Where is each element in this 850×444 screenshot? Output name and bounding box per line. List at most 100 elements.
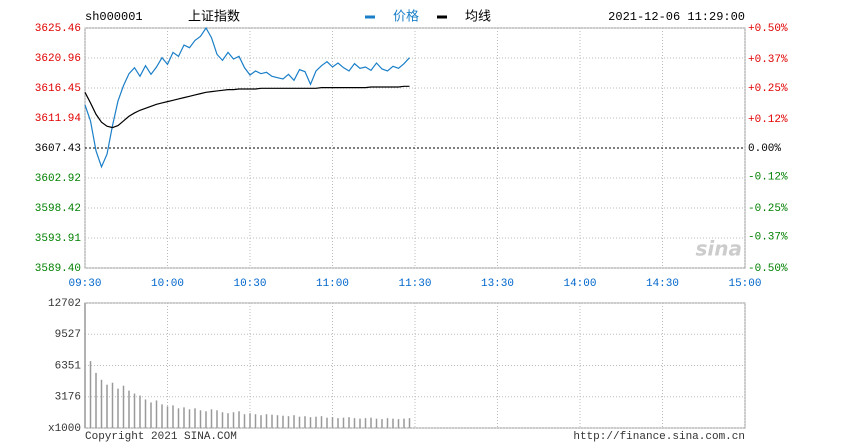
y2-tick-label: -0.25% — [748, 203, 788, 215]
volume-bar — [298, 416, 301, 428]
y-tick-label: 3620.96 — [35, 53, 81, 65]
volume-bar — [133, 393, 136, 428]
y-tick-label: 3598.42 — [35, 203, 81, 215]
volume-bar — [304, 416, 306, 428]
volume-bar — [408, 418, 411, 428]
volume-bar — [381, 419, 383, 428]
volume-bar — [166, 406, 169, 428]
volume-bar — [403, 418, 405, 428]
volume-bar — [84, 303, 86, 428]
y2-tick-label: +0.25% — [748, 83, 788, 95]
y-tick-label: 6351 — [55, 360, 82, 372]
volume-bar — [315, 416, 317, 428]
volume-bar — [309, 417, 312, 428]
volume-bar — [194, 408, 196, 428]
legend-swatch — [365, 15, 375, 19]
y-tick-label: 3611.94 — [35, 113, 82, 125]
volume-bar — [150, 402, 152, 428]
volume-bar — [106, 384, 108, 428]
y-tick-label: 3625.46 — [35, 23, 81, 35]
x-tick-label: 11:30 — [398, 278, 431, 290]
volume-bar — [249, 413, 251, 428]
x-tick-label: 15:00 — [728, 278, 761, 290]
y2-tick-label: +0.12% — [748, 114, 788, 126]
series-line — [84, 85, 410, 129]
volume-bar — [172, 405, 174, 428]
x-tick-label: 14:00 — [563, 278, 596, 290]
volume-bar — [232, 412, 235, 428]
volume-bar — [117, 388, 119, 428]
volume-bar — [144, 399, 147, 428]
stock-code: sh000001 — [85, 10, 143, 24]
legend-swatch — [437, 15, 447, 19]
y-tick-label: 3593.91 — [35, 233, 82, 245]
y-tick-label: 12702 — [48, 298, 81, 310]
volume-bar — [111, 382, 114, 428]
volume-bar — [238, 411, 240, 428]
watermark: sina — [696, 237, 743, 261]
y-tick-label: 9527 — [55, 329, 81, 341]
y2-tick-label: +0.37% — [748, 54, 788, 66]
volume-bar — [95, 372, 97, 428]
y-tick-label: 3607.43 — [35, 143, 81, 155]
timestamp: 2021-12-06 11:29:00 — [608, 10, 745, 24]
volume-bar — [348, 417, 350, 428]
volume-bar — [265, 414, 268, 428]
legend-label: 价格 — [393, 9, 419, 25]
volume-bar — [161, 404, 163, 428]
volume-bar — [293, 415, 295, 428]
x-tick-label: 10:30 — [233, 278, 266, 290]
y2-tick-label: +0.50% — [748, 23, 788, 35]
y2-tick-label: -0.12% — [748, 172, 788, 184]
volume-bar — [260, 415, 262, 428]
volume-bar — [100, 379, 103, 428]
volume-bar — [353, 418, 356, 428]
y2-tick-label: 0.00% — [748, 143, 781, 155]
x-tick-label: 13:30 — [481, 278, 514, 290]
volume-bar — [188, 409, 191, 428]
volume-bar — [320, 416, 323, 428]
y-tick-label: 3589.40 — [35, 263, 81, 275]
legend-label: 均线 — [465, 10, 491, 25]
source-url: http://finance.sina.com.cn — [573, 431, 745, 443]
y-tick-label: x1000 — [48, 423, 81, 435]
volume-bar — [243, 414, 246, 428]
volume-bar — [364, 418, 367, 428]
volume-bar — [199, 410, 202, 428]
volume-bar — [276, 415, 279, 428]
volume-bar — [177, 408, 180, 428]
volume-bar — [205, 411, 207, 428]
x-tick-label: 14:30 — [646, 278, 679, 290]
y-tick-label: 3616.45 — [35, 83, 81, 95]
x-tick-label: 10:00 — [151, 278, 184, 290]
volume-bar — [287, 416, 290, 428]
volume-bar — [392, 418, 394, 428]
y-tick-label: 3176 — [55, 392, 81, 404]
volume-bar — [359, 418, 361, 428]
volume-bar — [282, 415, 284, 428]
volume-bar — [128, 390, 130, 428]
x-tick-label: 09:30 — [68, 278, 101, 290]
volume-bar — [210, 409, 213, 428]
volume-bar — [342, 417, 345, 428]
volume-bar — [375, 418, 378, 428]
volume-bar — [183, 407, 185, 428]
volume-bar — [326, 417, 328, 428]
volume-bar — [254, 414, 257, 428]
volume-bar — [386, 418, 389, 428]
copyright: Copyright 2021 SINA.COM — [85, 431, 237, 443]
volume-bar — [122, 385, 125, 428]
x-tick-label: 11:00 — [316, 278, 349, 290]
volume-bar — [271, 414, 273, 428]
y2-tick-label: -0.37% — [748, 232, 788, 244]
volume-bar — [89, 361, 92, 428]
volume-bar — [337, 418, 339, 428]
volume-bar — [370, 417, 372, 428]
y2-tick-label: -0.50% — [748, 263, 788, 275]
y-tick-label: 3602.92 — [35, 173, 81, 185]
series-line — [84, 26, 410, 169]
volume-bar — [397, 419, 400, 428]
volume-bar — [155, 400, 158, 428]
volume-bar — [139, 395, 141, 428]
